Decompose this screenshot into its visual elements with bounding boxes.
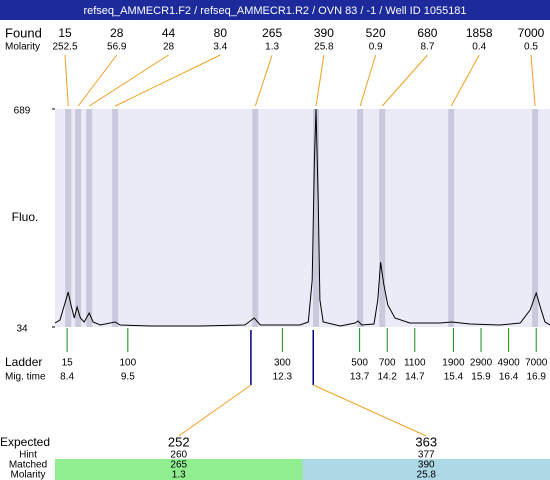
matched-value: 390 (418, 460, 435, 471)
ladder-time: 13.7 (350, 372, 370, 383)
expected-connector (178, 384, 252, 437)
ladder-time: 14.2 (377, 372, 397, 383)
found-peak-band (532, 109, 539, 327)
found-peak-band (112, 109, 119, 327)
ladder-time: 16.4 (499, 372, 519, 383)
ladder-size: 15 (62, 358, 74, 369)
found-connector (254, 54, 273, 107)
found-molarity: 3.4 (213, 42, 227, 53)
matched-value: 265 (170, 460, 187, 471)
plot-area (55, 109, 550, 327)
hint-value: 377 (418, 450, 435, 461)
ladder-time: 16.9 (526, 372, 546, 383)
found-molarity-label: Molarity (5, 42, 40, 53)
found-size: 7000 (518, 26, 545, 40)
found-connector (114, 54, 221, 107)
ladder-size: 300 (274, 358, 291, 369)
y-tick-label: 34 (16, 324, 28, 335)
found-peak-band (313, 109, 320, 327)
found-connector (450, 54, 480, 107)
found-peak-band (448, 109, 455, 327)
found-peak-band (86, 109, 93, 327)
found-size: 15 (58, 26, 72, 40)
trace (54, 108, 550, 327)
found-label: Found (5, 25, 42, 40)
matched-label: Matched (9, 460, 47, 471)
expected-connector (313, 384, 427, 437)
ladder-size: 1900 (442, 358, 465, 369)
ladder-size: 7000 (525, 358, 548, 369)
expected-band (302, 459, 550, 480)
expected-value: 363 (415, 434, 437, 449)
found-peak-band (75, 109, 82, 327)
ladder-size: 4900 (497, 358, 520, 369)
found-molarity: 0.4 (472, 42, 486, 53)
mig-time-label: Mig. time (5, 372, 46, 383)
found-peak-band (252, 109, 259, 327)
found-connector (359, 54, 377, 107)
found-connector (381, 54, 428, 107)
ladder-size: 700 (379, 358, 396, 369)
found-connector (77, 54, 118, 107)
ladder-label: Ladder (5, 355, 42, 369)
expected-band (55, 459, 303, 480)
ladder-size: 2900 (470, 358, 493, 369)
found-molarity: 0.9 (369, 42, 383, 53)
found-size: 680 (417, 26, 437, 40)
molarity-label: Molarity (10, 470, 45, 480)
hint-value: 260 (170, 450, 187, 461)
ladder-time: 12.3 (273, 372, 293, 383)
y-tick-label: 689 (14, 106, 31, 117)
found-molarity: 1.3 (265, 42, 279, 53)
found-connector (88, 54, 169, 107)
found-molarity: 0.5 (524, 42, 538, 53)
found-size: 44 (162, 26, 176, 40)
found-molarity: 28 (163, 42, 175, 53)
molarity-value: 1.3 (172, 470, 186, 480)
ladder-time: 14.7 (405, 372, 425, 383)
found-size: 80 (214, 26, 228, 40)
found-molarity: 8.7 (420, 42, 434, 53)
found-size: 390 (314, 26, 334, 40)
found-size: 1858 (466, 26, 493, 40)
title: refseq_AMMECR1.F2 / refseq_AMMECR1.R2 / … (83, 5, 466, 17)
found-molarity: 25.8 (314, 42, 334, 53)
ladder-size: 500 (351, 358, 368, 369)
found-size: 265 (262, 26, 282, 40)
y-axis-label: Fluo. (12, 210, 39, 224)
expected-label: Expected (0, 435, 50, 449)
found-connector (64, 54, 69, 107)
found-connector (530, 54, 536, 107)
ladder-time: 15.4 (444, 372, 464, 383)
ladder-size: 100 (119, 358, 136, 369)
hint-label: Hint (19, 450, 37, 461)
ladder-time: 15.9 (471, 372, 491, 383)
found-connector (315, 54, 325, 107)
found-molarity: 252.5 (52, 42, 77, 53)
molarity-value: 25.8 (417, 470, 437, 480)
title-bar (0, 0, 550, 20)
found-peak-band (357, 109, 364, 327)
found-peak-band (65, 109, 72, 327)
found-size: 28 (110, 26, 124, 40)
ladder-time: 9.5 (121, 372, 135, 383)
found-molarity: 56.9 (107, 42, 127, 53)
ladder-time: 8.4 (60, 372, 74, 383)
found-size: 520 (366, 26, 386, 40)
ladder-size: 1100 (404, 358, 426, 369)
expected-value: 252 (168, 434, 190, 449)
found-peak-band (379, 109, 386, 327)
